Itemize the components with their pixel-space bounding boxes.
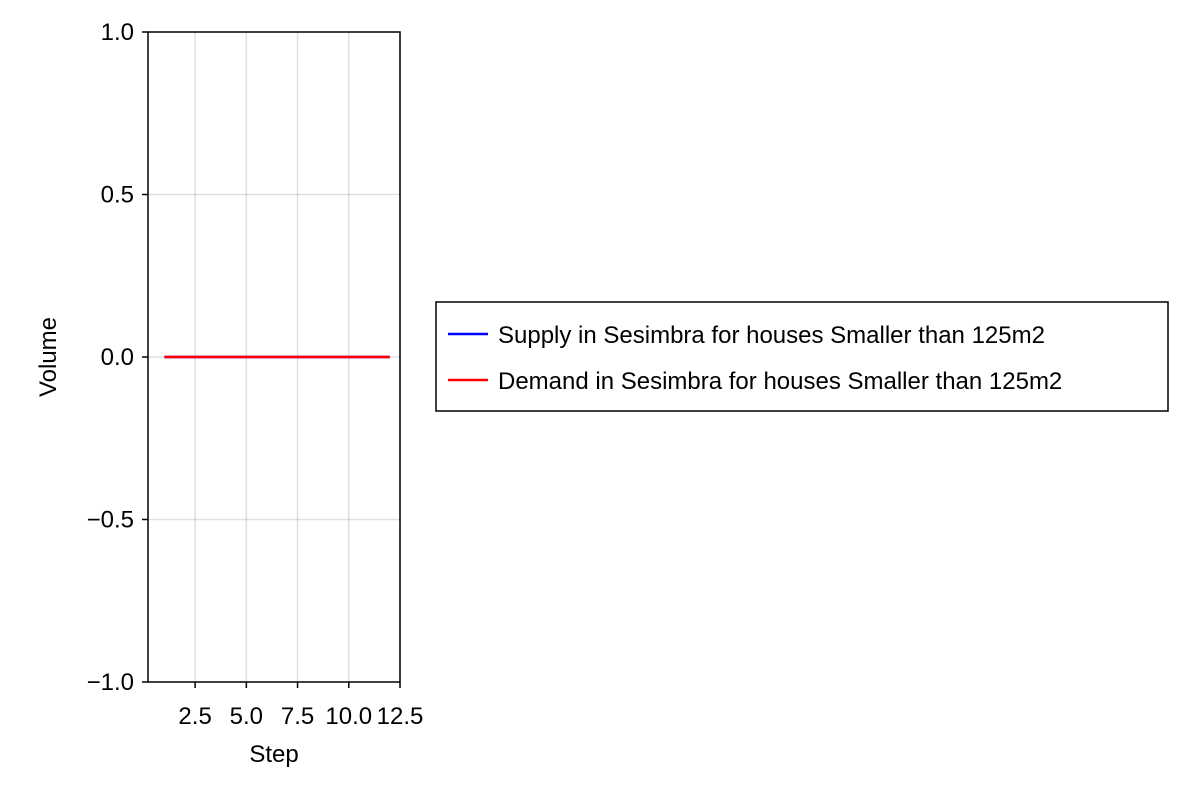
legend-label-1: Demand in Sesimbra for houses Smaller th… bbox=[498, 368, 1062, 395]
y-axis-label: Volume bbox=[35, 317, 62, 397]
x-tick-label: 10.0 bbox=[325, 703, 372, 730]
legend-box bbox=[435, 301, 1169, 412]
x-tick-label: 12.5 bbox=[377, 703, 424, 730]
x-axis-label: Step bbox=[249, 741, 298, 768]
legend-label-0: Supply in Sesimbra for houses Smaller th… bbox=[498, 322, 1045, 349]
x-tick-label: 7.5 bbox=[281, 703, 314, 730]
legend-items: Supply in Sesimbra for houses Smaller th… bbox=[448, 322, 1062, 395]
legend: Supply in Sesimbra for houses Smaller th… bbox=[435, 301, 1169, 412]
y-tick-label: −1.0 bbox=[87, 669, 134, 696]
x-tick-label: 5.0 bbox=[230, 703, 263, 730]
y-tick-label: 0.0 bbox=[101, 344, 134, 371]
x-tick-label: 2.5 bbox=[178, 703, 211, 730]
y-tick-label: −0.5 bbox=[87, 507, 134, 534]
axis-ticks bbox=[142, 31, 401, 688]
tick-labels: 2.5 5.0 7.5 10.0 12.5 −1.0 −0.5 0.0 0.5 1.0 bbox=[87, 19, 424, 730]
y-tick-label: 0.5 bbox=[101, 182, 134, 209]
y-tick-label: 1.0 bbox=[101, 19, 134, 46]
